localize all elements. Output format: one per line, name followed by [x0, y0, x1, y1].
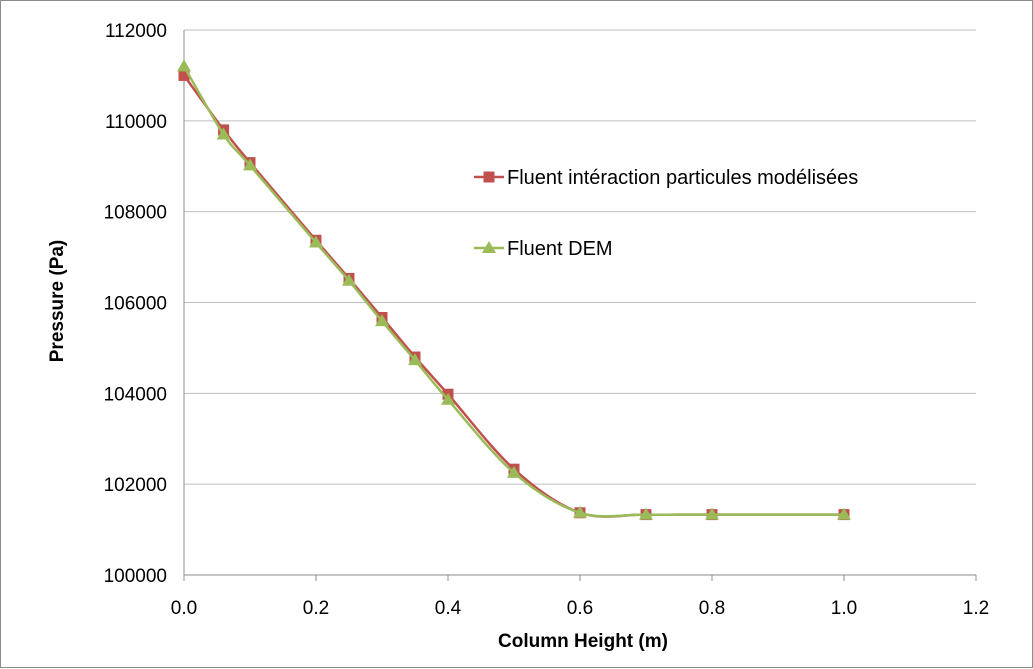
x-tick-label: 1.2	[963, 598, 989, 619]
x-tick-label: 0.0	[171, 598, 197, 619]
data-point	[573, 505, 587, 518]
data-point	[375, 314, 389, 327]
y-tick-label: 104000	[104, 384, 167, 405]
data-point	[837, 507, 851, 520]
y-tick-label: 100000	[104, 566, 167, 587]
series-line	[182, 74, 844, 518]
gridlines	[184, 29, 976, 485]
x-axis-title: Column Height (m)	[498, 631, 668, 652]
data-point	[309, 235, 323, 248]
data-point	[177, 59, 191, 72]
legend-marker	[482, 241, 496, 253]
data-point	[342, 273, 356, 286]
data-point	[243, 158, 257, 171]
x-tick-label: 0.2	[303, 598, 329, 619]
y-axis-title: Pressure (Pa)	[47, 240, 68, 363]
series-2	[177, 59, 851, 520]
y-tick-label: 108000	[104, 203, 167, 224]
data-point	[441, 392, 455, 405]
legend: Fluent intéraction particules modélisées…	[474, 167, 858, 260]
y-tick-label: 110000	[105, 112, 167, 133]
legend-label: Fluent intéraction particules modélisées	[507, 167, 858, 189]
data-point	[507, 465, 521, 478]
x-tick-label: 0.6	[567, 598, 593, 619]
data-point	[408, 353, 422, 366]
data-point	[178, 69, 190, 81]
y-tick-label: 112000	[105, 21, 167, 42]
axes: 100000 102000 104000 106000 108000 110000 1120…	[104, 21, 990, 619]
legend-marker	[483, 171, 495, 183]
series-line	[182, 65, 844, 518]
legend-item: Fluent intéraction particules modélisées	[474, 167, 858, 189]
y-tick-label: 102000	[104, 475, 167, 496]
series-1	[178, 69, 850, 521]
x-tick-label: 0.4	[435, 598, 462, 619]
legend-item: Fluent DEM	[474, 238, 613, 260]
data-point	[639, 507, 653, 520]
x-tick-label: 0.8	[699, 598, 725, 619]
series	[177, 59, 851, 521]
data-point	[216, 127, 231, 140]
y-tick-label: 106000	[104, 294, 167, 315]
data-point	[705, 507, 719, 520]
legend-label: Fluent DEM	[507, 238, 613, 260]
x-tick-label: 1.0	[831, 598, 857, 619]
